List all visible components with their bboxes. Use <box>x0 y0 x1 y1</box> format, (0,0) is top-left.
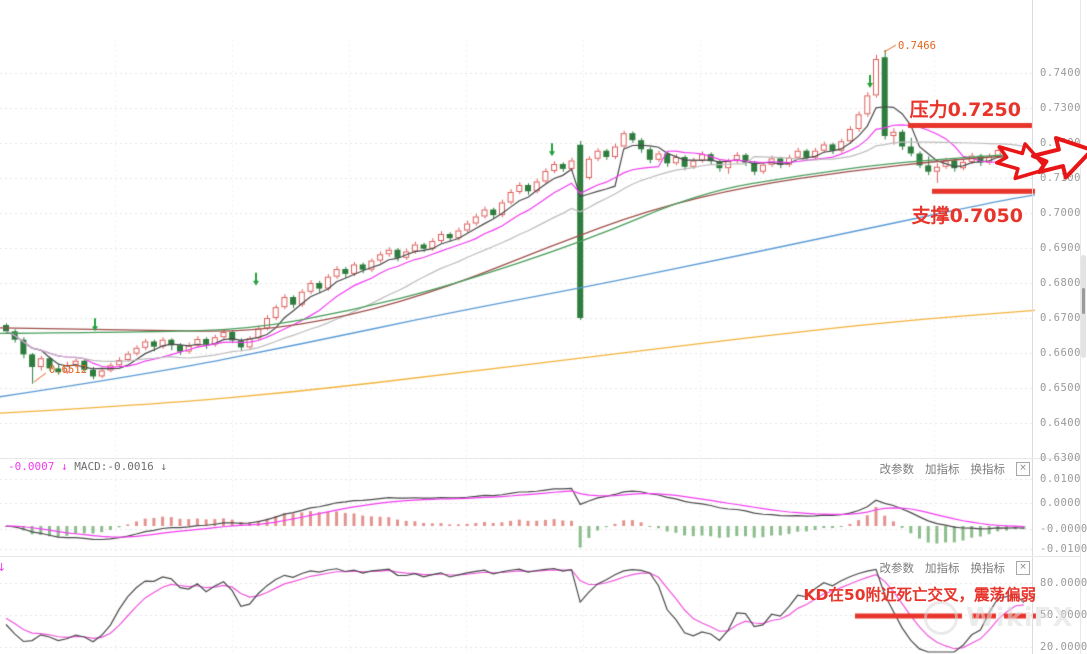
axis-tick-label: 0.6600 <box>1040 347 1081 359</box>
axis-tick-label: 0.6400 <box>1040 417 1081 429</box>
watermark-text: WikiFX <box>966 603 1074 633</box>
watermark: WikiFX <box>924 601 1074 635</box>
resistance-label: 压力0.7250 <box>909 99 1021 121</box>
kd-death-cross-note: KD在50附近死亡交叉，震荡偏弱 <box>803 586 1036 604</box>
close-icon[interactable]: × <box>1016 462 1030 476</box>
macd-panel-divider <box>0 458 1080 459</box>
axis-separator-line <box>1032 0 1033 654</box>
kd-header-fragment: ↓ <box>0 561 7 574</box>
axis-tick-label: 20.0000 <box>1040 641 1087 653</box>
vertical-scrollbar[interactable] <box>1081 0 1087 654</box>
axis-tick-label: 0.7300 <box>1040 102 1081 114</box>
axis-tick-label: 0.0000 <box>1040 497 1081 509</box>
switch-indicator-button[interactable]: 换指标 <box>970 561 1006 575</box>
axis-tick-label: 0.6700 <box>1040 312 1081 324</box>
macd-dea-value: -0.0007 <box>8 460 55 473</box>
add-indicator-button[interactable]: 加指标 <box>925 561 960 575</box>
down-arrow-icon: ↓ <box>60 460 68 473</box>
down-arrow-icon: ↓ <box>160 460 167 473</box>
add-indicator-button[interactable]: 加指标 <box>925 462 960 476</box>
kd-panel-divider <box>0 556 1080 557</box>
trend-arrow-icon <box>1030 136 1087 180</box>
axis-tick-label: 0.6800 <box>1040 277 1081 289</box>
axis-tick-label: 0.7000 <box>1040 207 1081 219</box>
kd-toolbar: 改参数 加指标 换指标 × <box>879 560 1030 576</box>
axis-tick-label: -0.0000 <box>1040 523 1087 535</box>
axis-tick-label: 0.6900 <box>1040 242 1081 254</box>
axis-tick-label: 0.6500 <box>1040 382 1081 394</box>
change-params-button[interactable]: 改参数 <box>879 561 915 575</box>
watermark-logo-icon <box>924 601 958 635</box>
axis-tick-label: 80.0000 <box>1040 577 1087 589</box>
axis-tick-label: -0.0100 <box>1040 543 1087 555</box>
trend-arrow-icon <box>995 142 1049 181</box>
axis-tick-label: 0.0100 <box>1040 473 1081 485</box>
right-border-line <box>1080 0 1081 654</box>
axis-tick-label: 50.0000 <box>1040 609 1087 621</box>
high-price-label: 0.7466 <box>898 40 936 52</box>
support-label: 支撑0.7050 <box>911 205 1023 227</box>
macd-toolbar: 改参数 加指标 换指标 × <box>879 461 1030 477</box>
switch-indicator-button[interactable]: 换指标 <box>970 462 1006 476</box>
axis-tick-label: 0.7400 <box>1040 67 1081 79</box>
macd-header: -0.0007 ↓ MACD:-0.0016 ↓ <box>8 460 167 473</box>
axis-tick-label: 0.6300 <box>1040 452 1081 464</box>
close-icon[interactable]: × <box>1016 561 1030 575</box>
scrollbar-grip[interactable] <box>1082 288 1085 314</box>
change-params-button[interactable]: 改参数 <box>879 462 915 476</box>
low-price-label: 0.6512 <box>49 364 87 376</box>
macd-value: MACD:-0.0016 <box>74 460 154 473</box>
